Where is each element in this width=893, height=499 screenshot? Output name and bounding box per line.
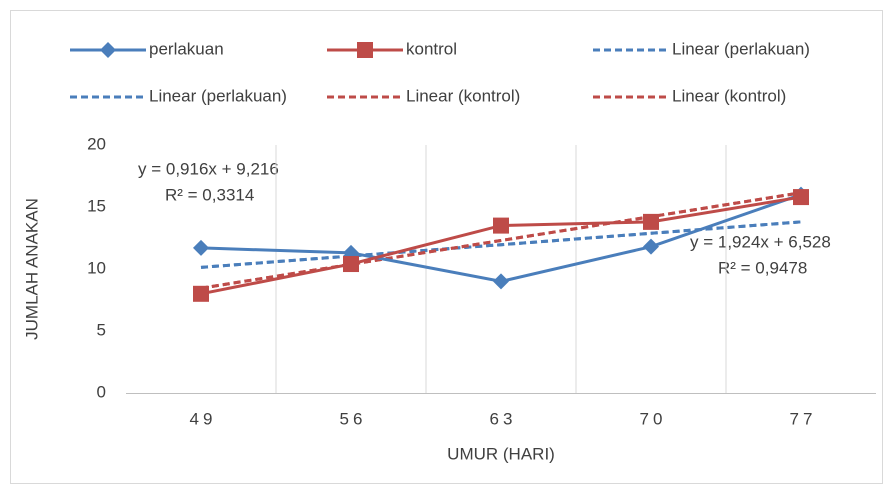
y-tick-label: 0	[97, 382, 106, 401]
legend-marker	[100, 42, 116, 58]
annotation: R² = 0,9478	[718, 258, 807, 277]
y-tick-label: 15	[87, 196, 106, 215]
marker	[193, 285, 209, 302]
legend-label: Linear (perlakuan)	[149, 86, 287, 105]
x-axis-title: UMUR (HARI)	[447, 444, 555, 463]
x-tick-label: 49	[190, 409, 217, 428]
annotation: R² = 0,3314	[165, 185, 254, 204]
x-tick-label: 56	[340, 409, 367, 428]
legend-label: perlakuan	[149, 39, 224, 58]
marker	[193, 239, 209, 256]
trend-line	[200, 191, 802, 290]
legend-item: Linear (perlakuan)	[593, 39, 810, 58]
legend-item: kontrol	[327, 39, 457, 58]
legend-item: perlakuan	[70, 39, 224, 58]
x-tick-label: 70	[640, 409, 667, 428]
y-tick-label: 5	[97, 320, 106, 339]
y-tick-label: 10	[87, 258, 106, 277]
marker	[793, 189, 809, 206]
x-tick-label: 63	[490, 409, 517, 428]
legend-label: Linear (kontrol)	[406, 86, 520, 105]
marker	[343, 256, 359, 273]
marker	[493, 217, 509, 234]
legend-label: Linear (kontrol)	[672, 86, 786, 105]
legend-label: Linear (perlakuan)	[672, 39, 810, 58]
legend-marker	[357, 42, 373, 58]
y-tick-label: 20	[87, 134, 106, 153]
legend-item: Linear (kontrol)	[593, 86, 786, 105]
chart-border	[10, 10, 883, 484]
annotation: y = 0,916x + 9,216	[138, 159, 279, 178]
y-axis-title: JUMLAH ANAKAN	[22, 198, 41, 340]
marker	[493, 273, 509, 290]
legend-item: Linear (perlakuan)	[70, 86, 287, 105]
legend-label: kontrol	[406, 39, 457, 58]
x-tick-label: 77	[790, 409, 817, 428]
legend-item: Linear (kontrol)	[327, 86, 520, 105]
annotation: y = 1,924x + 6,528	[690, 232, 831, 251]
marker	[643, 213, 659, 230]
marker	[643, 238, 659, 255]
